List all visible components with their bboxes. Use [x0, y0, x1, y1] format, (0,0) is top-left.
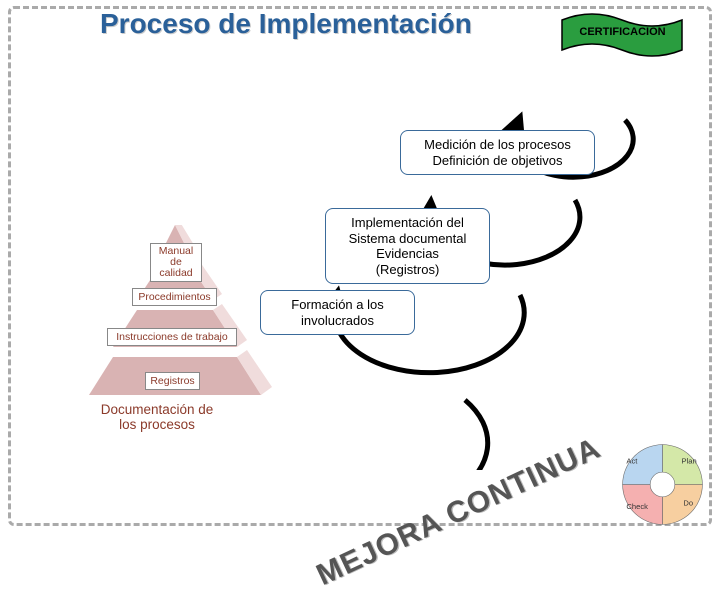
- step-box-medicion: Medición de los procesos Definición de o…: [400, 130, 595, 175]
- pyramid-label-manual: Manual de calidad: [150, 243, 202, 282]
- step-formacion-line2: involucrados: [301, 313, 374, 328]
- pyramid-label-procedimientos: Procedimientos: [132, 288, 217, 306]
- step-medicion-line2: Definición de objetivos: [432, 153, 562, 168]
- pyramid: Manual de calidad Procedimientos Instruc…: [65, 225, 285, 400]
- step-box-implement: Implementación del Sistema documental Ev…: [325, 208, 490, 284]
- step-implement-line3: Evidencias: [376, 246, 439, 261]
- pyramid-label-instrucciones: Instrucciones de trabajo: [107, 328, 237, 346]
- pyr-manual-l2: de calidad: [159, 256, 192, 279]
- step-formacion-line1: Formación a los: [291, 297, 383, 312]
- pdca-act: Act: [626, 457, 638, 466]
- pdca-wheel: Plan Do Check Act: [615, 437, 710, 532]
- doc-line1: Documentación de: [101, 402, 214, 417]
- step-implement-line1: Implementación del: [351, 215, 464, 230]
- certification-badge: CERTIFICACION: [560, 6, 685, 58]
- page-title: Proceso de Implementación: [100, 8, 472, 40]
- doc-line2: los procesos: [119, 417, 195, 432]
- pdca-check: Check: [626, 502, 648, 511]
- step-medicion-line1: Medición de los procesos: [424, 137, 571, 152]
- step-implement-line4: (Registros): [376, 262, 440, 277]
- pdca-do: Do: [683, 498, 693, 507]
- documentation-caption: Documentación de los procesos: [82, 402, 232, 432]
- pyramid-label-registros: Registros: [145, 372, 200, 390]
- step-implement-line2: Sistema documental: [349, 231, 467, 246]
- pdca-plan: Plan: [682, 457, 697, 466]
- certification-label: CERTIFICACION: [560, 26, 685, 38]
